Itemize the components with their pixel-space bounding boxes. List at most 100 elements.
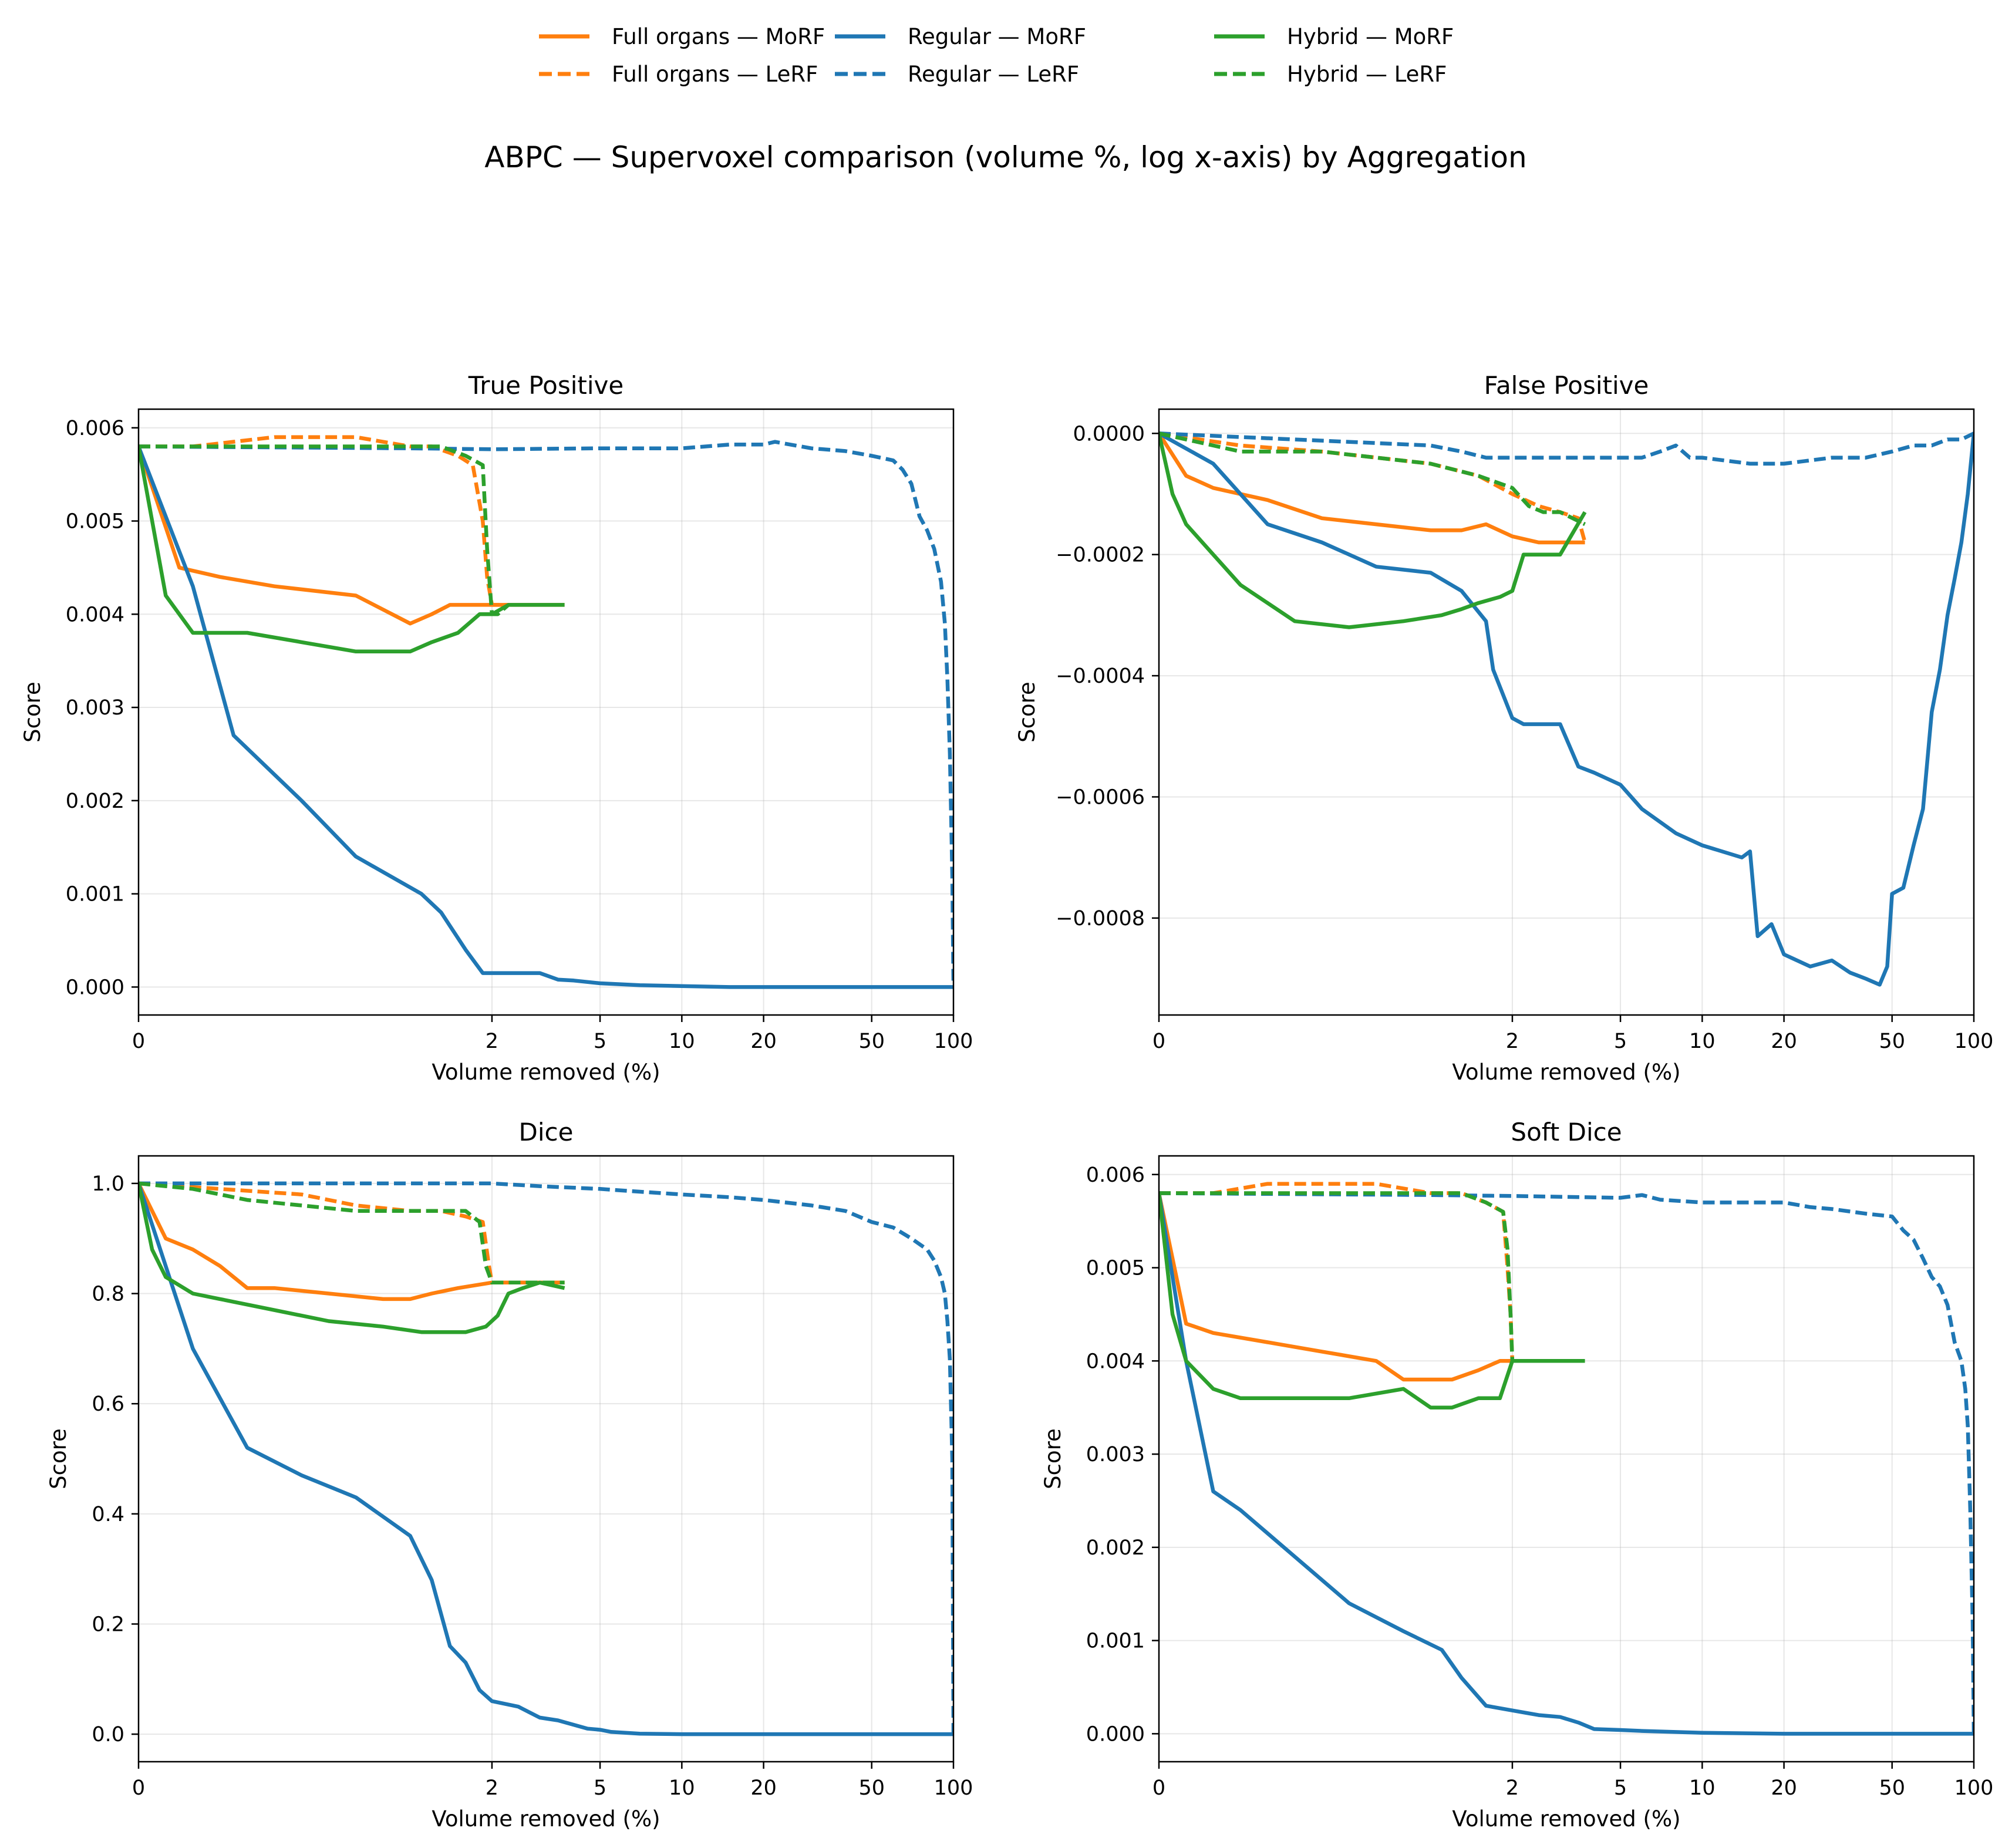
x-tick-label-soft-dice-1: 2 <box>1506 1776 1519 1800</box>
x-axis-label-false-positive: Volume removed (%) <box>1452 1060 1680 1085</box>
series-line-true-positive-regular-lerf <box>139 440 953 987</box>
y-tick-label-true-positive-4: 0.004 <box>66 603 124 626</box>
y-tick-label-dice-4: 0.8 <box>92 1283 124 1306</box>
y-tick-label-soft-dice-6: 0.006 <box>1086 1164 1145 1187</box>
y-tick-label-soft-dice-0: 0.000 <box>1086 1722 1145 1746</box>
series-line-true-positive-regular-morf <box>139 446 953 989</box>
series-line-soft-dice-hybrid-lerf <box>1159 1191 1515 1361</box>
y-tick-label-soft-dice-5: 0.005 <box>1086 1257 1145 1280</box>
series-group-dice <box>139 1181 953 1736</box>
x-tick-label-false-positive-3: 10 <box>1689 1030 1716 1053</box>
y-axis-label-false-positive: Score <box>1015 682 1040 743</box>
panel-title-true-positive: True Positive <box>468 371 624 400</box>
series-line-false-positive-hybrid-lerf <box>1159 431 1586 527</box>
series-line-true-positive-full-organs-lerf <box>139 435 508 607</box>
x-tick-label-dice-4: 20 <box>750 1776 777 1800</box>
x-tick-label-false-positive-1: 2 <box>1506 1030 1519 1053</box>
y-tick-label-dice-3: 0.6 <box>92 1392 124 1416</box>
y-tick-label-true-positive-3: 0.003 <box>66 696 124 720</box>
y-tick-label-true-positive-2: 0.002 <box>66 790 124 813</box>
x-tick-label-soft-dice-0: 0 <box>1152 1776 1165 1800</box>
x-tick-label-false-positive-6: 100 <box>1954 1030 1994 1053</box>
series-line-dice-regular-lerf <box>139 1181 953 1735</box>
series-line-dice-hybrid-morf <box>139 1183 565 1334</box>
x-axis-label-soft-dice: Volume removed (%) <box>1452 1806 1680 1832</box>
y-tick-label-soft-dice-4: 0.004 <box>1086 1350 1145 1373</box>
y-tick-label-dice-0: 0.0 <box>92 1723 124 1746</box>
panel-soft-dice: 0 2 5 10 20 50 100 0.000 0.001 0.002 0.003 0.004 0.0… <box>1040 1118 1993 1832</box>
series-line-dice-regular-morf <box>139 1182 953 1736</box>
x-tick-label-true-positive-2: 5 <box>594 1030 606 1053</box>
y-tick-label-false-positive-3: −0.0002 <box>1056 544 1145 567</box>
x-tick-label-false-positive-5: 50 <box>1879 1030 1905 1053</box>
legend-label-full-organs-morf: Full organs — MoRF <box>612 24 825 49</box>
y-tick-label-soft-dice-2: 0.002 <box>1086 1536 1145 1560</box>
x-tick-label-true-positive-6: 100 <box>934 1030 973 1053</box>
x-tick-label-soft-dice-4: 20 <box>1771 1776 1797 1800</box>
y-tick-label-soft-dice-1: 0.001 <box>1086 1630 1145 1653</box>
panel-title-soft-dice: Soft Dice <box>1511 1118 1622 1146</box>
plot-area-soft-dice <box>1159 1156 1974 1762</box>
x-tick-label-dice-2: 5 <box>594 1776 606 1800</box>
axes-frame-false-positive <box>1158 408 1975 1016</box>
panel-title-false-positive: False Positive <box>1484 371 1649 400</box>
y-axis-label-soft-dice: Score <box>1040 1428 1066 1489</box>
series-group-false-positive <box>1159 431 1974 987</box>
x-axis-label-true-positive: Volume removed (%) <box>432 1060 660 1085</box>
y-axis-label-true-positive: Score <box>20 682 45 743</box>
y-tick-label-dice-1: 0.2 <box>92 1613 124 1636</box>
x-tick-label-soft-dice-2: 5 <box>1614 1776 1627 1800</box>
x-tick-label-soft-dice-3: 10 <box>1689 1776 1716 1800</box>
series-line-soft-dice-regular-lerf <box>1159 1191 1974 1734</box>
axes-frame-true-positive <box>137 408 955 1016</box>
y-tick-label-dice-2: 0.4 <box>92 1503 124 1526</box>
x-tick-label-dice-3: 10 <box>669 1776 695 1800</box>
legend: Full organs — MoRF Full organs — LeRF Regu… <box>539 24 1454 87</box>
y-tick-label-dice-5: 1.0 <box>92 1172 124 1196</box>
plot-area-dice <box>139 1156 953 1762</box>
legend-label-hybrid-lerf: Hybrid — LeRF <box>1287 62 1447 87</box>
y-tick-label-false-positive-2: −0.0004 <box>1056 665 1145 688</box>
x-tick-label-false-positive-4: 20 <box>1771 1030 1797 1053</box>
x-tick-label-soft-dice-6: 100 <box>1954 1776 1994 1800</box>
y-tick-label-false-positive-1: −0.0006 <box>1056 785 1145 809</box>
plot-area-true-positive <box>139 409 953 1015</box>
legend-label-full-organs-lerf: Full organs — LeRF <box>612 62 818 87</box>
y-tick-label-false-positive-0: −0.0008 <box>1056 907 1145 930</box>
x-tick-label-dice-5: 50 <box>858 1776 885 1800</box>
x-tick-label-dice-0: 0 <box>132 1776 145 1800</box>
series-line-soft-dice-regular-morf <box>1159 1192 1974 1736</box>
panel-title-dice: Dice <box>519 1118 574 1146</box>
x-tick-label-dice-1: 2 <box>486 1776 498 1800</box>
legend-label-regular-lerf: Regular — LeRF <box>908 62 1079 87</box>
y-tick-label-true-positive-0: 0.000 <box>66 976 124 999</box>
series-line-false-positive-hybrid-morf <box>1159 433 1587 629</box>
series-line-dice-hybrid-lerf <box>139 1181 565 1285</box>
legend-label-hybrid-morf: Hybrid — MoRF <box>1287 24 1454 49</box>
series-line-soft-dice-full-organs-morf <box>1159 1192 1512 1382</box>
y-tick-label-false-positive-4: 0.0000 <box>1073 422 1145 446</box>
x-tick-label-soft-dice-5: 50 <box>1879 1776 1905 1800</box>
x-tick-label-true-positive-0: 0 <box>132 1030 145 1053</box>
series-group-true-positive <box>139 435 953 989</box>
panel-dice: 0 2 5 10 20 50 100 0.0 0.2 0.4 0.6 0.8 1.0 Dice Volume… <box>46 1118 973 1832</box>
panel-false-positive: 0 2 5 10 20 50 100 −0.0008 −0.0006 −0.0004 −0.0002… <box>1015 371 1993 1085</box>
series-line-false-positive-regular-morf <box>1159 431 1974 987</box>
axes-frame-dice <box>137 1155 955 1763</box>
y-tick-label-true-positive-1: 0.001 <box>66 883 124 906</box>
series-line-soft-dice-hybrid-morf <box>1159 1193 1585 1409</box>
figure-title: ABPC — Supervoxel comparison (volume %, … <box>484 140 1526 174</box>
x-axis-label-dice: Volume removed (%) <box>432 1806 660 1832</box>
y-tick-label-soft-dice-3: 0.003 <box>1086 1443 1145 1466</box>
x-tick-label-true-positive-1: 2 <box>486 1030 498 1053</box>
series-line-false-positive-regular-lerf <box>1159 431 1974 466</box>
x-tick-label-true-positive-5: 50 <box>858 1030 885 1053</box>
x-tick-label-true-positive-4: 20 <box>750 1030 777 1053</box>
axes-frame-soft-dice <box>1158 1155 1975 1763</box>
y-tick-label-true-positive-5: 0.005 <box>66 510 124 534</box>
x-tick-label-true-positive-3: 10 <box>669 1030 695 1053</box>
series-line-true-positive-hybrid-morf <box>139 446 565 654</box>
x-tick-label-dice-6: 100 <box>934 1776 973 1800</box>
